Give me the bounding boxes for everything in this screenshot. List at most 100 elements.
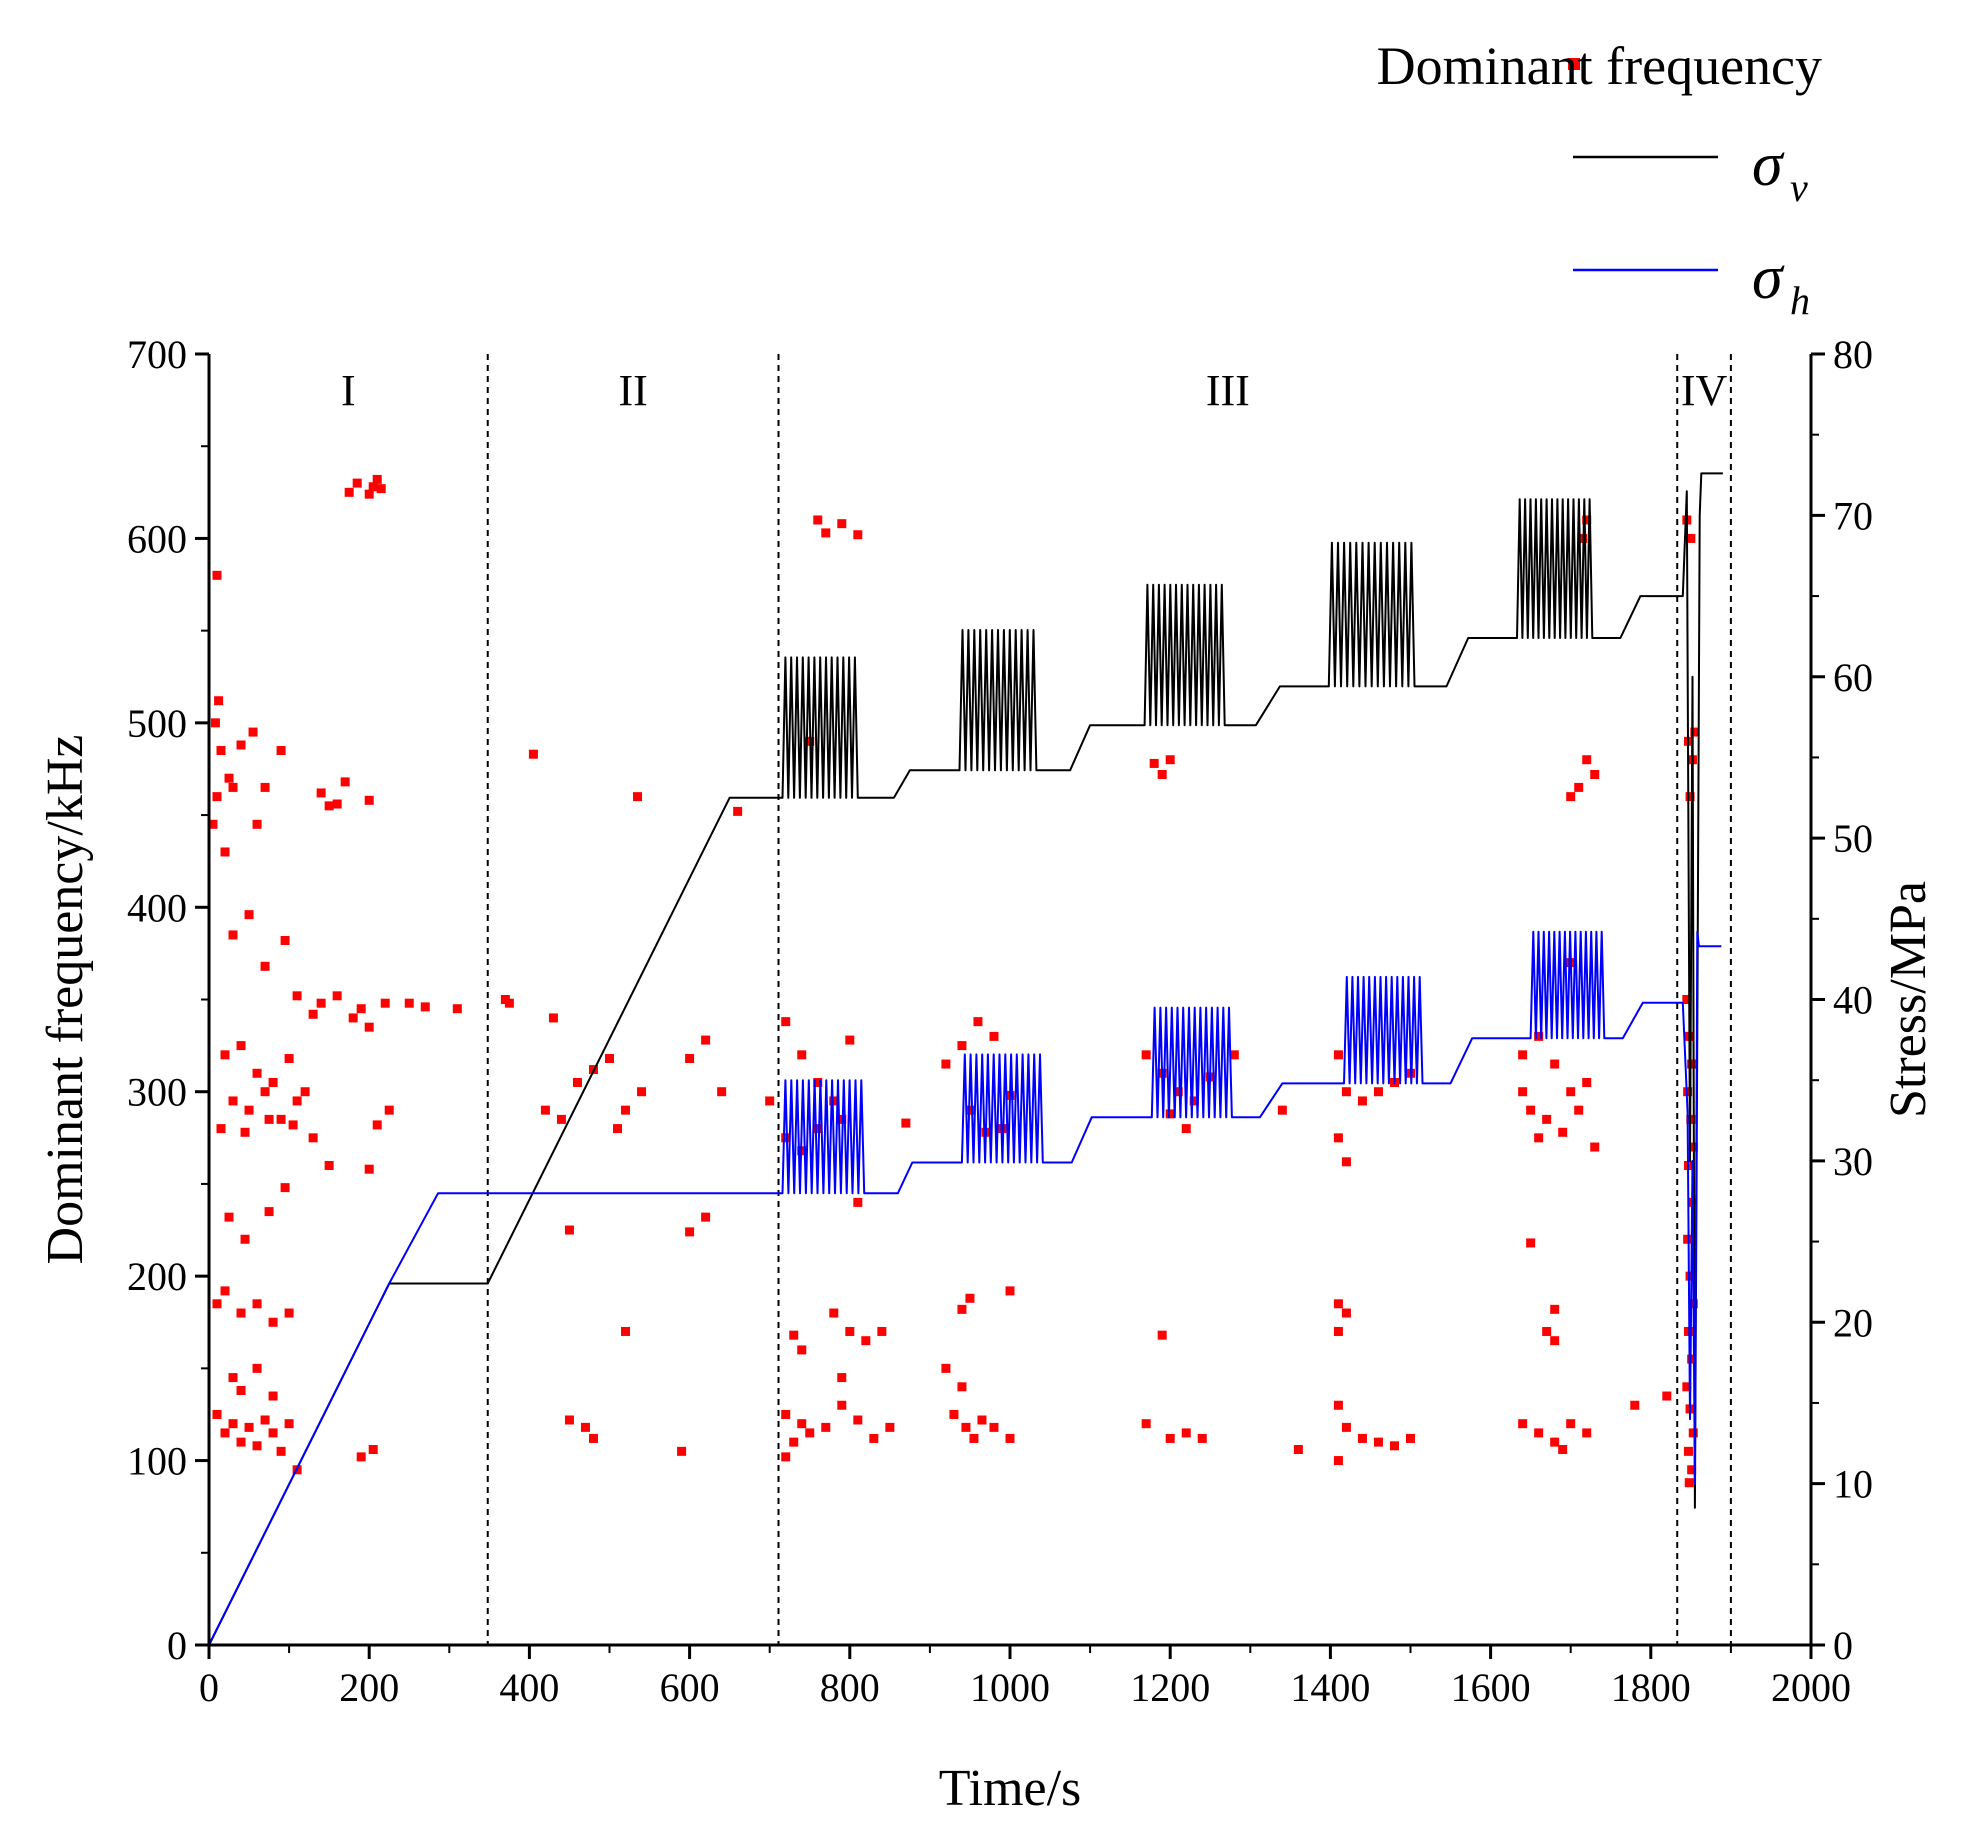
frequency-point (348, 1013, 358, 1023)
frequency-point (276, 746, 286, 756)
frequency-point (1687, 1465, 1697, 1475)
y-left-tick-label: 0 (167, 1623, 187, 1668)
frequency-point (1357, 1096, 1367, 1106)
frequency-point (837, 519, 847, 529)
frequency-point (1518, 1050, 1528, 1060)
frequency-point (1333, 1050, 1343, 1060)
frequency-point (781, 1133, 791, 1143)
frequency-point (853, 1415, 863, 1425)
legend-marker-dominant-frequency (1568, 58, 1580, 70)
frequency-point (1165, 755, 1175, 765)
frequency-point (637, 1087, 647, 1097)
frequency-point (821, 1422, 831, 1432)
y-left-tick-label: 700 (127, 332, 187, 377)
frequency-point (1566, 1087, 1576, 1097)
frequency-point (1566, 1419, 1576, 1429)
frequency-point (1685, 792, 1695, 802)
frequency-point (316, 788, 326, 798)
frequency-point (240, 1234, 250, 1244)
frequency-point (837, 1373, 847, 1383)
frequency-point (1005, 1286, 1015, 1296)
frequency-point (332, 991, 342, 1001)
frequency-point (733, 806, 743, 816)
frequency-point (376, 484, 386, 494)
frequency-point (789, 1330, 799, 1340)
x-tick-label: 400 (499, 1665, 559, 1710)
frequency-point (380, 998, 390, 1008)
frequency-point (1574, 782, 1584, 792)
frequency-point (621, 1326, 631, 1336)
frequency-point (989, 1031, 999, 1041)
legend-subscript-sigma-v: v (1790, 165, 1808, 210)
frequency-point (280, 1183, 290, 1193)
x-tick-label: 1600 (1451, 1665, 1531, 1710)
frequency-point (1341, 1308, 1351, 1318)
frequency-point (404, 998, 414, 1008)
frequency-point (580, 1422, 590, 1432)
frequency-point (701, 1035, 711, 1045)
frequency-point (977, 1415, 987, 1425)
frequency-point (420, 1002, 430, 1012)
y-right-tick-label: 80 (1833, 332, 1873, 377)
frequency-point (877, 1326, 887, 1336)
frequency-point (1333, 1299, 1343, 1309)
legend-label-sigma-v: σ (1752, 131, 1785, 199)
frequency-point (308, 1133, 318, 1143)
frequency-point (957, 1041, 967, 1051)
frequency-point (1141, 1419, 1151, 1429)
frequency-point (356, 1452, 366, 1462)
frequency-point (781, 1409, 791, 1419)
frequency-point (372, 1120, 382, 1130)
frequency-point (368, 1445, 378, 1455)
frequency-point (1333, 1456, 1343, 1466)
frequency-point (564, 1415, 574, 1425)
frequency-point (236, 1385, 246, 1395)
frequency-point (228, 1373, 238, 1383)
frequency-point (1157, 1330, 1167, 1340)
frequency-point (264, 1207, 274, 1217)
frequency-point (1683, 1446, 1693, 1456)
y-right-tick-label: 20 (1833, 1300, 1873, 1345)
frequency-point (340, 777, 350, 787)
frequency-point (212, 570, 222, 580)
frequency-point (861, 1336, 871, 1346)
frequency-point (1189, 1096, 1199, 1106)
frequency-point (613, 1124, 623, 1134)
x-tick-label: 2000 (1771, 1665, 1851, 1710)
frequency-point (1293, 1445, 1303, 1455)
frequency-point (276, 1114, 286, 1124)
y-left-tick-label: 600 (127, 516, 187, 561)
frequency-point (1197, 1433, 1207, 1443)
frequency-point (781, 1452, 791, 1462)
frequency-point (1518, 1419, 1528, 1429)
frequency-point (1526, 1105, 1536, 1115)
frequency-point (1181, 1124, 1191, 1134)
frequency-point (1389, 1441, 1399, 1451)
frequency-point (228, 782, 238, 792)
frequency-point (1542, 1114, 1552, 1124)
frequency-point (1550, 1336, 1560, 1346)
frequency-point (352, 478, 362, 488)
frequency-point (288, 1120, 298, 1130)
x-tick-label: 0 (199, 1665, 219, 1710)
frequency-point (605, 1054, 614, 1064)
x-tick-label: 600 (660, 1665, 720, 1710)
frequency-point (829, 1096, 839, 1106)
frequency-point (1534, 1428, 1544, 1438)
frequency-point (284, 1054, 294, 1064)
frequency-point (504, 998, 514, 1008)
x-axis-title: Time/s (939, 1760, 1082, 1817)
frequency-point (212, 1299, 222, 1309)
frequency-point (244, 1422, 254, 1432)
frequency-point (685, 1227, 695, 1237)
frequency-point (1682, 995, 1692, 1004)
x-tick-label: 200 (339, 1665, 399, 1710)
frequency-point (260, 1415, 270, 1425)
frequency-point (1173, 1087, 1183, 1097)
y-left-tick-label: 500 (127, 701, 187, 746)
frequency-point (1534, 1031, 1544, 1041)
frequency-point (260, 1087, 270, 1097)
frequency-point (244, 1105, 254, 1115)
frequency-point (1684, 1478, 1694, 1488)
legend-subscript-sigma-h: h (1790, 278, 1810, 323)
